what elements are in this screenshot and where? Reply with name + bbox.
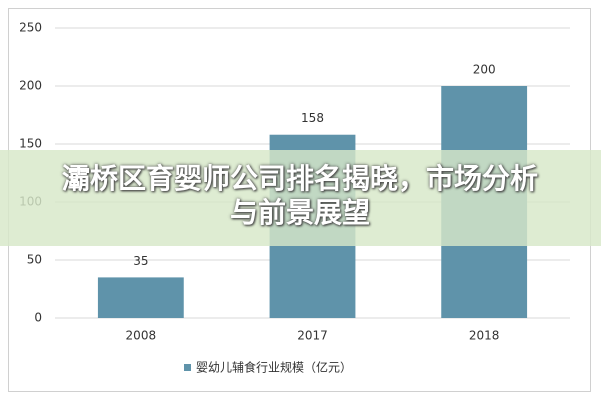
data-label: 158 [301, 111, 324, 125]
chart-title: 灞桥区育婴师公司排名揭晓，市场分析与前景展望 [61, 162, 538, 229]
legend-label: 婴幼儿辅食行业规模（亿元） [196, 360, 352, 375]
x-tick-label: 2008 [126, 329, 157, 343]
legend-swatch [184, 364, 191, 371]
y-tick-label: 200 [19, 79, 42, 93]
data-label: 35 [133, 254, 148, 268]
y-tick-label: 150 [19, 137, 42, 151]
bar [97, 277, 184, 318]
data-label: 200 [473, 63, 496, 77]
y-tick-label: 250 [19, 21, 42, 35]
y-tick-label: 50 [27, 253, 42, 267]
x-tick-label: 2017 [297, 329, 328, 343]
y-tick-label: 0 [34, 311, 42, 325]
x-tick-label: 2018 [469, 329, 500, 343]
title-banner [0, 150, 601, 246]
